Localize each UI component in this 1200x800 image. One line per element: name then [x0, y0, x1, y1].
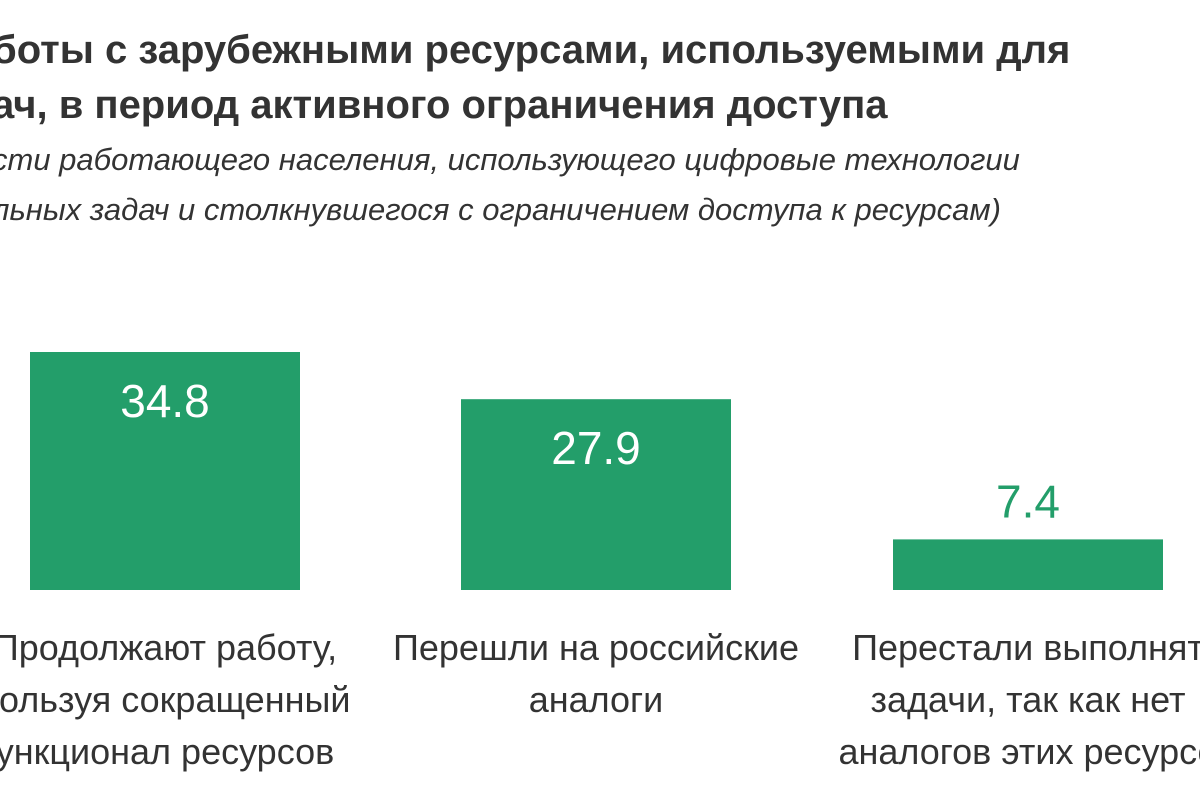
- bar-3: [893, 539, 1163, 590]
- category-label-3-line-2: задачи, так как нет: [871, 679, 1186, 720]
- bar-2: [461, 399, 731, 590]
- chart-title-line-1: боты с зарубежными ресурсами, используем…: [0, 28, 1071, 72]
- bar-1: [30, 352, 300, 590]
- data-label-3: 7.4: [996, 475, 1060, 527]
- category-label-1-line-2: пользуя сокращенный: [0, 679, 350, 720]
- category-label-2-line-1: Перешли на российские: [393, 627, 799, 668]
- category-label-1-line-3: ункционал ресурсов: [0, 731, 334, 772]
- category-label-1-line-1: Продолжают работу,: [0, 627, 337, 668]
- category-label-2-line-2: аналоги: [529, 679, 664, 720]
- chart-title-line-2: ач, в период активного ограничения досту…: [0, 83, 888, 127]
- chart-subtitle-line-2: льных задач и столкнувшегося с ограничен…: [0, 192, 1001, 227]
- chart-subtitle-line-1: сти работающего населения, использующего…: [0, 142, 1020, 177]
- data-label-2: 27.9: [551, 422, 641, 474]
- category-label-3-line-3: аналогов этих ресурсо: [838, 731, 1200, 772]
- category-label-3-line-1: Перестали выполнят: [852, 627, 1200, 668]
- data-label-1: 34.8: [120, 375, 210, 427]
